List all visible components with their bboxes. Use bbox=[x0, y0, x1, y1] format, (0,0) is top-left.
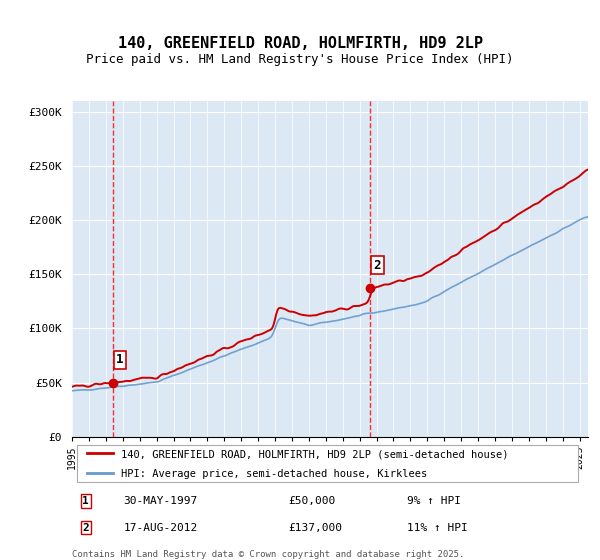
FancyBboxPatch shape bbox=[77, 445, 578, 482]
Text: 2: 2 bbox=[374, 259, 381, 272]
Text: 140, GREENFIELD ROAD, HOLMFIRTH, HD9 2LP: 140, GREENFIELD ROAD, HOLMFIRTH, HD9 2LP bbox=[118, 36, 482, 52]
Text: HPI: Average price, semi-detached house, Kirklees: HPI: Average price, semi-detached house,… bbox=[121, 469, 427, 479]
Text: 2: 2 bbox=[82, 523, 89, 533]
Text: £137,000: £137,000 bbox=[289, 523, 343, 533]
Text: 140, GREENFIELD ROAD, HOLMFIRTH, HD9 2LP (semi-detached house): 140, GREENFIELD ROAD, HOLMFIRTH, HD9 2LP… bbox=[121, 449, 509, 459]
Text: 1: 1 bbox=[116, 353, 124, 366]
Text: 1: 1 bbox=[82, 496, 89, 506]
Text: £50,000: £50,000 bbox=[289, 496, 336, 506]
Text: Price paid vs. HM Land Registry's House Price Index (HPI): Price paid vs. HM Land Registry's House … bbox=[86, 53, 514, 66]
Text: 30-MAY-1997: 30-MAY-1997 bbox=[124, 496, 198, 506]
Text: 9% ↑ HPI: 9% ↑ HPI bbox=[407, 496, 461, 506]
Text: 17-AUG-2012: 17-AUG-2012 bbox=[124, 523, 198, 533]
Text: Contains HM Land Registry data © Crown copyright and database right 2025.
This d: Contains HM Land Registry data © Crown c… bbox=[72, 550, 464, 560]
Text: 11% ↑ HPI: 11% ↑ HPI bbox=[407, 523, 468, 533]
